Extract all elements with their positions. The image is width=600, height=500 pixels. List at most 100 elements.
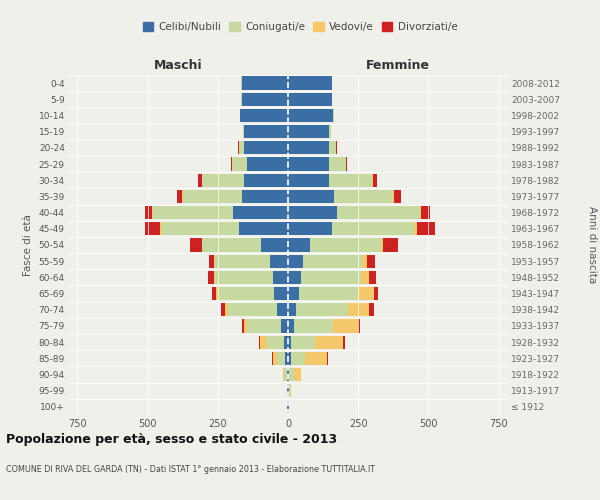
Bar [272,270,288,284]
Bar [288,368,289,381]
Bar [212,287,217,300]
Bar [288,352,291,365]
Bar [296,303,349,316]
Bar [291,352,305,365]
Bar [152,206,153,220]
Bar [288,336,292,349]
Bar [198,174,202,187]
Bar [225,303,227,316]
Bar [304,254,362,268]
Bar [420,206,421,220]
Bar [272,352,277,365]
Bar [247,320,281,332]
Bar [367,254,375,268]
Bar [293,320,333,332]
Bar [332,222,415,235]
Bar [247,158,288,170]
Bar [161,222,239,235]
Bar [346,158,347,170]
Bar [333,109,334,122]
Bar [329,174,372,187]
Bar [329,158,346,170]
Bar [373,174,377,187]
Bar [284,336,288,349]
Bar [262,238,288,252]
Bar [288,141,329,154]
Bar [281,320,288,332]
Bar [288,190,334,203]
Bar [288,158,329,170]
Bar [329,125,331,138]
Y-axis label: Fasce di età: Fasce di età [23,214,33,276]
Bar [288,206,337,220]
Bar [160,222,161,235]
Bar [288,109,333,122]
Bar [176,190,182,203]
Bar [244,174,288,187]
Bar [260,336,267,349]
Bar [415,222,417,235]
Bar [190,238,202,252]
Bar [244,320,247,332]
Bar [333,320,358,332]
Bar [214,270,215,284]
Bar [239,141,244,154]
Bar [288,222,332,235]
Bar [358,320,361,332]
Bar [227,303,277,316]
Bar [218,287,274,300]
Bar [394,190,401,203]
Legend: Celibi/Nubili, Coniugati/e, Vedovi/e, Divorziati/e: Celibi/Nubili, Coniugati/e, Vedovi/e, Di… [139,18,461,36]
Bar [277,352,285,365]
Bar [231,158,232,170]
Bar [267,336,284,349]
Bar [292,336,315,349]
Bar [293,368,301,381]
Bar [244,125,288,138]
Bar [315,336,343,349]
Bar [202,238,262,252]
Bar [393,190,394,203]
Bar [337,206,420,220]
Bar [288,320,293,332]
Text: Anni di nascita: Anni di nascita [587,206,597,284]
Bar [259,336,260,349]
Bar [288,125,329,138]
Bar [244,141,288,154]
Bar [232,158,247,170]
Bar [242,92,288,106]
Bar [421,206,430,220]
Bar [361,270,370,284]
Bar [277,303,288,316]
Bar [290,384,291,398]
Bar [233,206,288,220]
Bar [358,287,374,300]
Bar [383,238,398,252]
Bar [242,190,288,203]
Text: Femmine: Femmine [365,59,430,72]
Bar [288,92,332,106]
Bar [202,174,244,187]
Bar [334,190,393,203]
Bar [299,287,358,300]
Bar [215,270,272,284]
Bar [183,190,242,203]
Bar [288,174,329,187]
Bar [215,254,270,268]
Bar [221,303,225,316]
Bar [145,206,152,220]
Bar [209,254,214,268]
Bar [374,287,378,300]
Bar [217,287,218,300]
Bar [274,287,288,300]
Bar [288,270,301,284]
Bar [288,287,299,300]
Bar [239,222,288,235]
Bar [242,320,244,332]
Bar [289,368,293,381]
Text: COMUNE DI RIVA DEL GARDA (TN) - Dati ISTAT 1° gennaio 2013 - Elaborazione TUTTIT: COMUNE DI RIVA DEL GARDA (TN) - Dati IST… [6,466,375,474]
Bar [310,238,380,252]
Bar [380,238,383,252]
Bar [288,303,296,316]
Bar [288,254,304,268]
